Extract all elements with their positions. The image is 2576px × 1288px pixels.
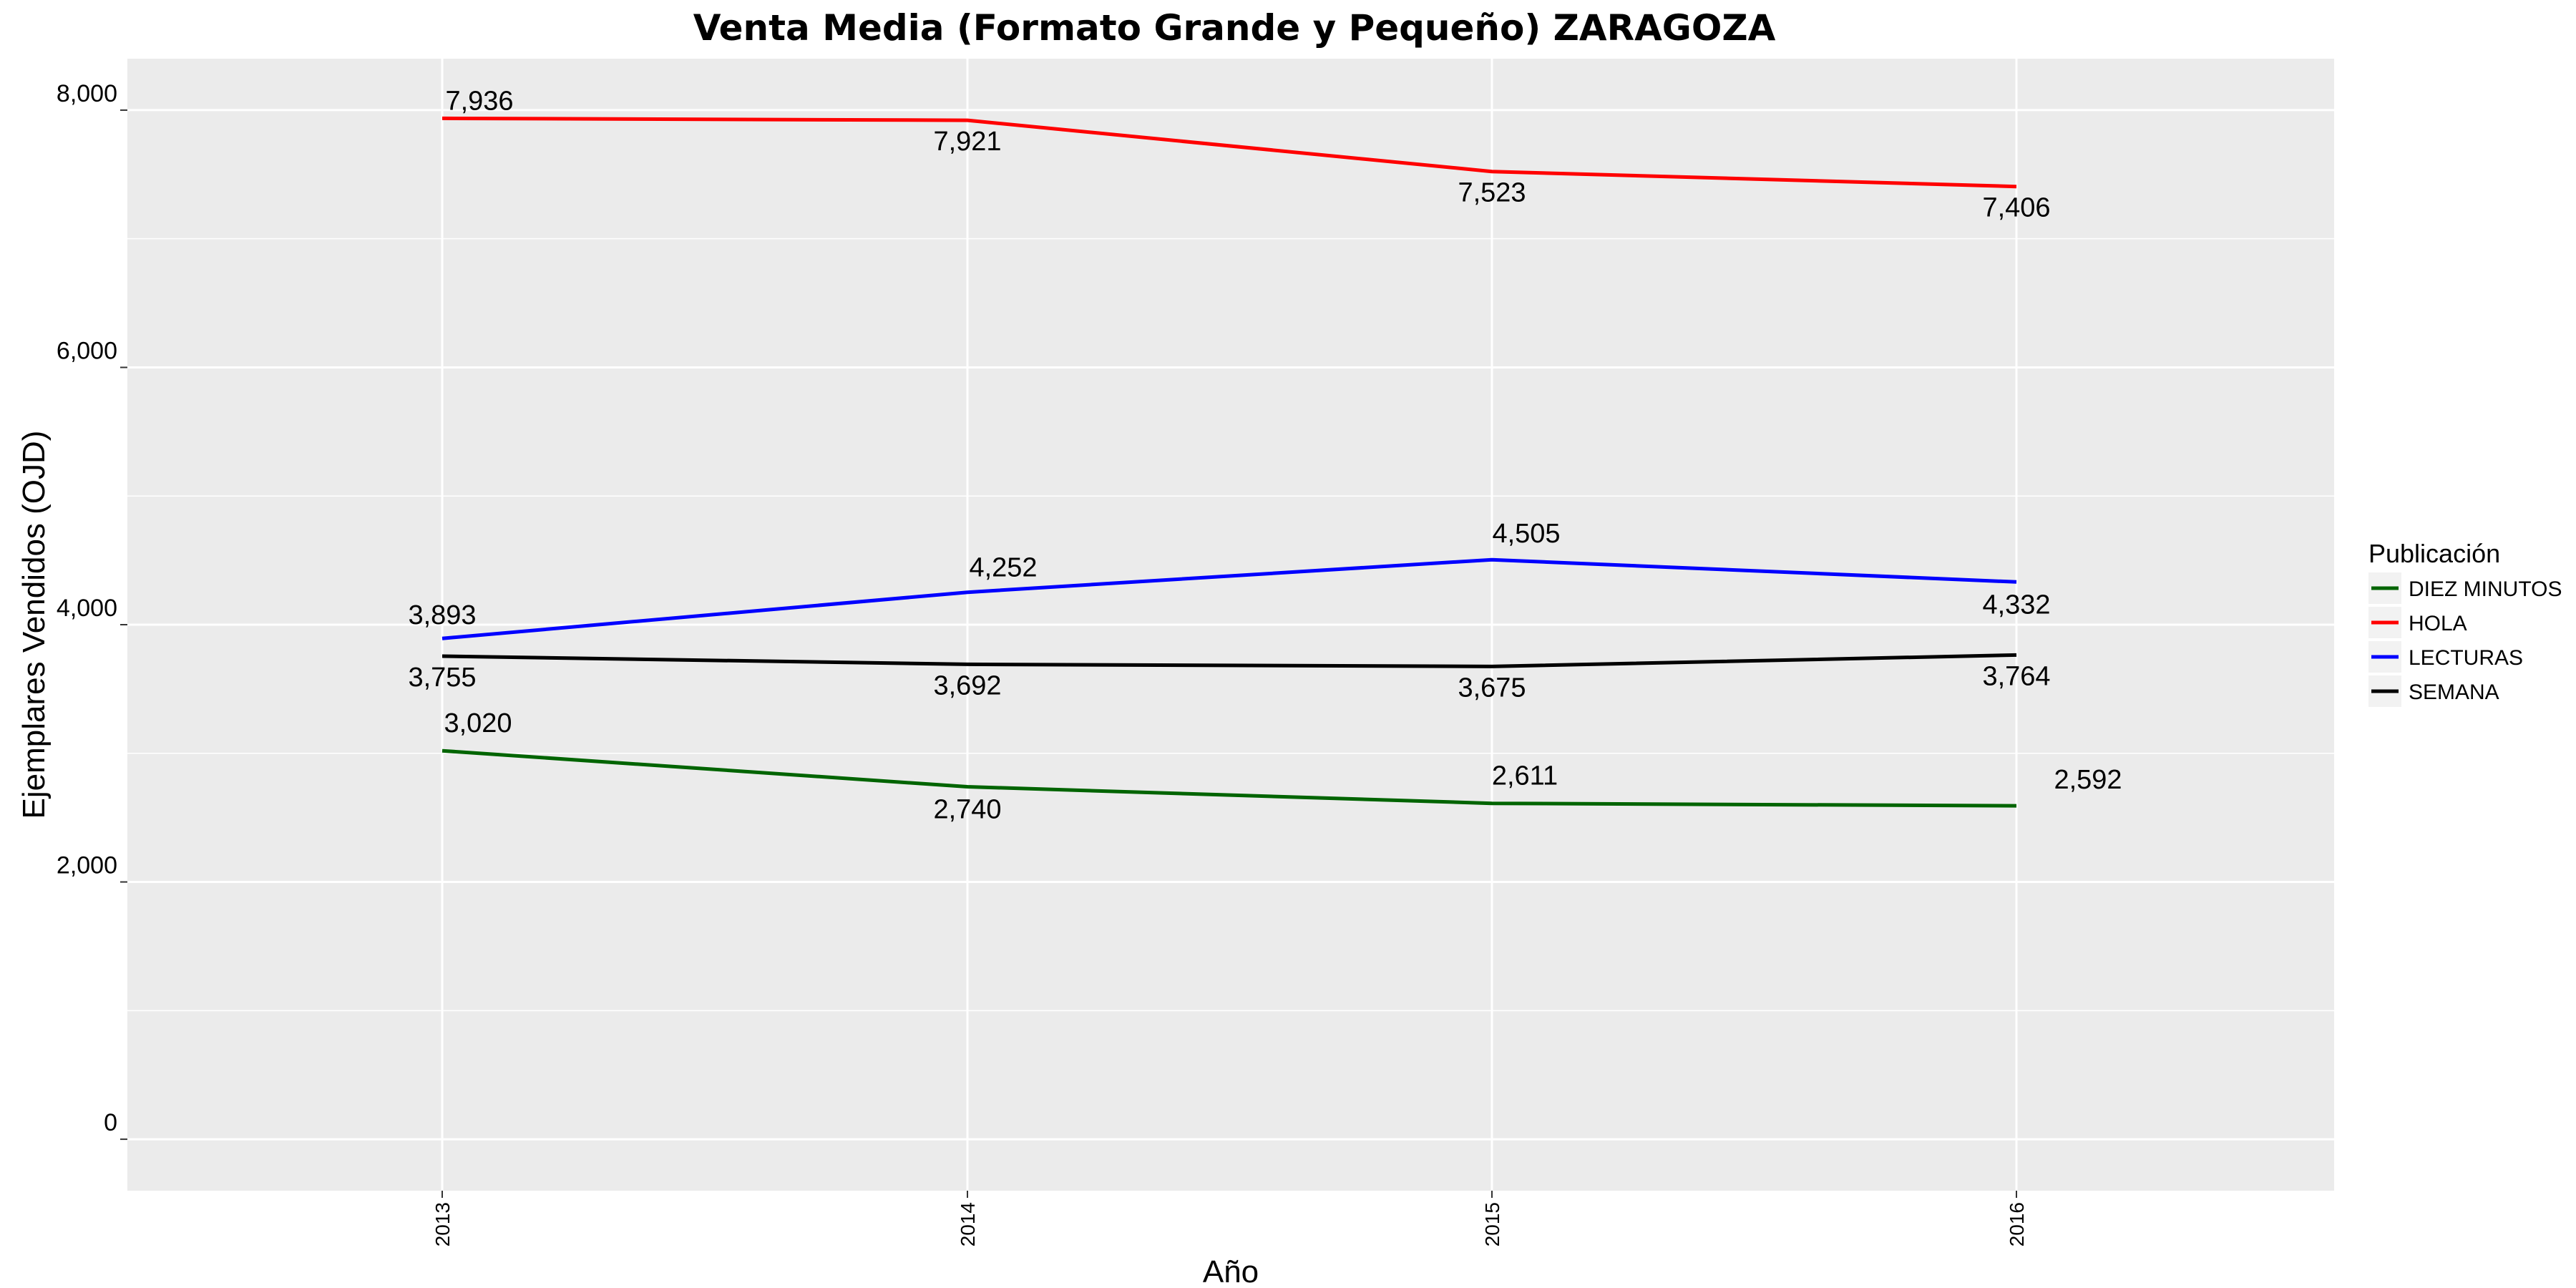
legend: Publicación DIEZ MINUTOS HOLA LECTURAS SEMA… — [2368, 539, 2562, 707]
legend-label: HOLA — [2409, 612, 2467, 635]
x-tick-label: 2013 — [431, 1202, 454, 1246]
major-gridlines — [127, 59, 2334, 1191]
data-label: 3,692 — [933, 670, 1001, 701]
series-line-semana — [441, 653, 2017, 668]
y-tick-label: 4,000 — [57, 595, 117, 622]
data-labels: 3,020 2,740 2,611 2,592 7,936 7,921 7,523 7,406… — [408, 86, 2122, 824]
legend-label: SEMANA — [2409, 680, 2499, 704]
data-label: 2,592 — [2054, 765, 2122, 795]
data-label: 3,675 — [1458, 673, 1526, 703]
y-tick-label: 8,000 — [57, 80, 117, 107]
data-label: 4,332 — [1982, 590, 2050, 620]
chart-title: Venta Media (Formato Grande y Pequeño) Z… — [693, 7, 1776, 49]
data-label: 3,764 — [1982, 661, 2050, 691]
legend-title: Publicación — [2368, 539, 2500, 568]
data-label: 3,020 — [444, 708, 512, 738]
y-tick-label: 6,000 — [57, 337, 117, 364]
data-label: 7,523 — [1458, 178, 1526, 208]
legend-label: LECTURAS — [2409, 646, 2523, 670]
data-label: 4,505 — [1492, 519, 1560, 549]
data-label: 3,755 — [408, 663, 476, 693]
series-lines — [441, 116, 2017, 808]
y-axis-title: Ejemplares Vendidos (OJD) — [16, 431, 52, 819]
x-tick-label: 2016 — [2006, 1202, 2028, 1246]
series-line-lecturas — [441, 557, 2017, 640]
series-line-hola — [441, 116, 2017, 189]
data-label: 3,893 — [408, 600, 476, 630]
data-label: 2,740 — [933, 795, 1001, 825]
x-axis: 2013 2014 2015 2016 — [431, 1191, 2028, 1246]
data-label: 7,921 — [933, 127, 1001, 157]
x-tick-label: 2014 — [957, 1202, 979, 1246]
data-label: 7,936 — [445, 86, 513, 116]
data-label: 7,406 — [1982, 193, 2050, 223]
data-label: 4,252 — [969, 553, 1037, 583]
y-tick-label: 0 — [104, 1109, 117, 1136]
series-line-diez-minutos — [441, 748, 2017, 808]
y-axis: 0 2,000 4,000 6,000 8,000 — [57, 80, 127, 1141]
data-label: 2,611 — [1492, 761, 1558, 791]
y-tick-label: 2,000 — [57, 852, 117, 879]
x-tick-label: 2015 — [1481, 1202, 1503, 1246]
legend-label: DIEZ MINUTOS — [2409, 577, 2562, 601]
x-axis-title: Año — [1203, 1254, 1259, 1288]
